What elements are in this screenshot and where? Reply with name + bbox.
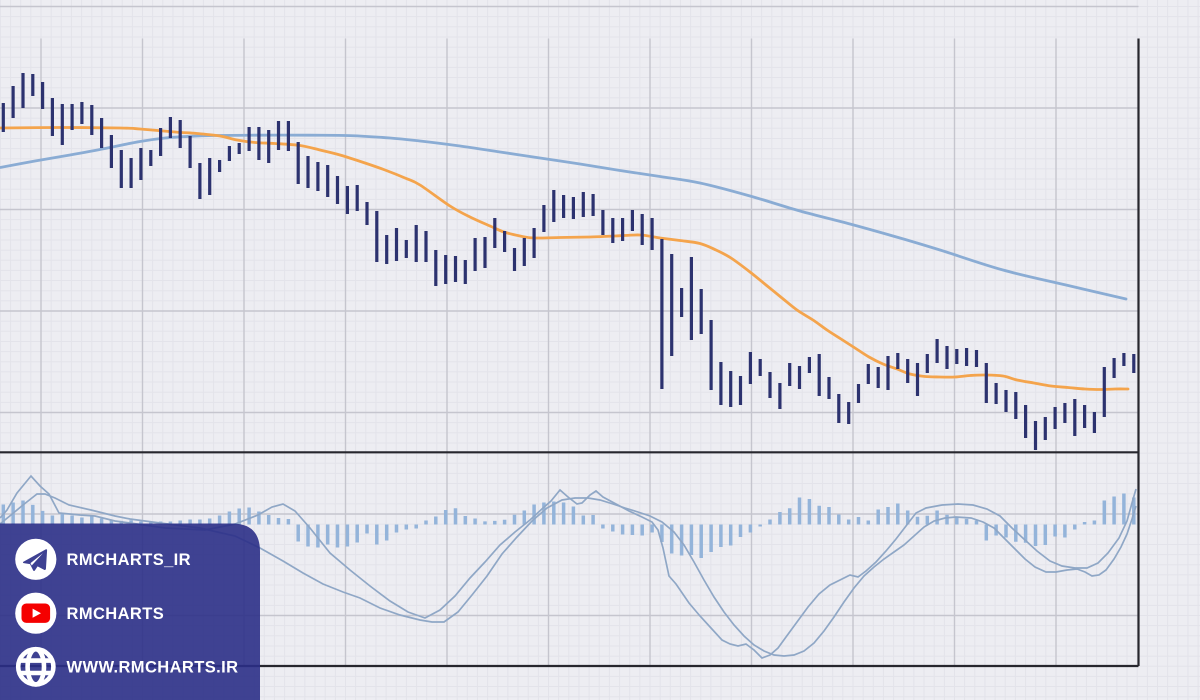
svg-text:RMCHARTS_IR: RMCHARTS_IR [67,551,191,569]
svg-text:RMCHARTS: RMCHARTS [67,605,165,623]
svg-text:WWW.RMCHARTS.IR: WWW.RMCHARTS.IR [67,659,239,677]
